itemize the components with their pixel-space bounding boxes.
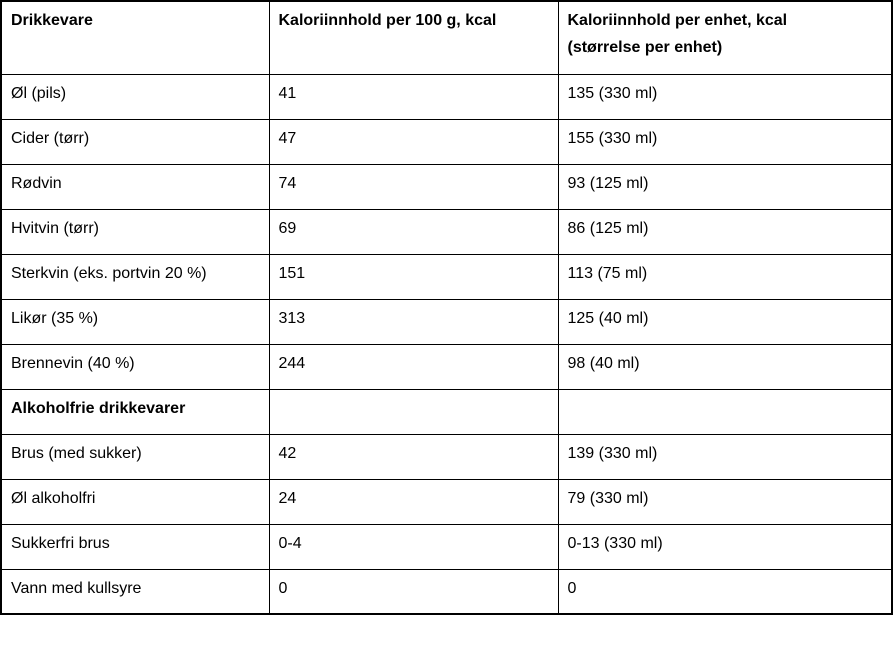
per-unit-cell: 79 (330 ml) (557, 478, 893, 525)
beverage-cell: Sterkvin (eks. portvin 20 %) (0, 253, 270, 300)
calorie-table: Drikkevare Kaloriinnhold per 100 g, kcal… (0, 0, 893, 615)
beverage-cell: Brus (med sukker) (0, 433, 270, 480)
per-unit-cell (557, 388, 893, 435)
per-unit-cell: 93 (125 ml) (557, 163, 893, 210)
table-row: Sukkerfri brus 0-4 0-13 (330 ml) (0, 523, 893, 570)
beverage-cell: Rødvin (0, 163, 270, 210)
beverage-cell: Vann med kullsyre (0, 568, 270, 615)
per-100g-cell: 69 (268, 208, 559, 255)
header-row: Drikkevare Kaloriinnhold per 100 g, kcal… (0, 0, 893, 75)
table-row: Likør (35 %) 313 125 (40 ml) (0, 298, 893, 345)
table-body: Øl (pils) 41 135 (330 ml) Cider (tørr) 4… (0, 73, 893, 615)
per-unit-cell: 0 (557, 568, 893, 615)
per-unit-cell: 113 (75 ml) (557, 253, 893, 300)
per-100g-cell: 151 (268, 253, 559, 300)
per-unit-cell: 155 (330 ml) (557, 118, 893, 165)
table-row: Øl (pils) 41 135 (330 ml) (0, 73, 893, 120)
table-row: Cider (tørr) 47 155 (330 ml) (0, 118, 893, 165)
table-row: Alkoholfrie drikkevarer (0, 388, 893, 435)
beverage-cell: Øl (pils) (0, 73, 270, 120)
col-header-per-unit: Kaloriinnhold per enhet, kcal (størrelse… (557, 0, 893, 75)
per-100g-cell: 42 (268, 433, 559, 480)
per-unit-cell: 0-13 (330 ml) (557, 523, 893, 570)
table-row: Vann med kullsyre 0 0 (0, 568, 893, 615)
beverage-cell: Sukkerfri brus (0, 523, 270, 570)
per-100g-cell (268, 388, 559, 435)
per-100g-cell: 24 (268, 478, 559, 525)
table-row: Rødvin 74 93 (125 ml) (0, 163, 893, 210)
beverage-cell: Likør (35 %) (0, 298, 270, 345)
per-unit-cell: 135 (330 ml) (557, 73, 893, 120)
beverage-cell: Øl alkoholfri (0, 478, 270, 525)
table-row: Øl alkoholfri 24 79 (330 ml) (0, 478, 893, 525)
per-100g-cell: 0-4 (268, 523, 559, 570)
beverage-cell: Brennevin (40 %) (0, 343, 270, 390)
table-row: Brus (med sukker) 42 139 (330 ml) (0, 433, 893, 480)
per-100g-cell: 74 (268, 163, 559, 210)
per-100g-cell: 0 (268, 568, 559, 615)
col-header-beverage: Drikkevare (0, 0, 270, 75)
per-unit-cell: 125 (40 ml) (557, 298, 893, 345)
table-row: Brennevin (40 %) 244 98 (40 ml) (0, 343, 893, 390)
beverage-cell: Hvitvin (tørr) (0, 208, 270, 255)
per-100g-cell: 313 (268, 298, 559, 345)
per-unit-cell: 98 (40 ml) (557, 343, 893, 390)
per-unit-cell: 86 (125 ml) (557, 208, 893, 255)
col-header-per-100g: Kaloriinnhold per 100 g, kcal (268, 0, 559, 75)
per-100g-cell: 41 (268, 73, 559, 120)
per-100g-cell: 244 (268, 343, 559, 390)
beverage-cell: Alkoholfrie drikkevarer (0, 388, 270, 435)
table-row: Hvitvin (tørr) 69 86 (125 ml) (0, 208, 893, 255)
per-100g-cell: 47 (268, 118, 559, 165)
table-row: Sterkvin (eks. portvin 20 %) 151 113 (75… (0, 253, 893, 300)
beverage-cell: Cider (tørr) (0, 118, 270, 165)
per-unit-cell: 139 (330 ml) (557, 433, 893, 480)
